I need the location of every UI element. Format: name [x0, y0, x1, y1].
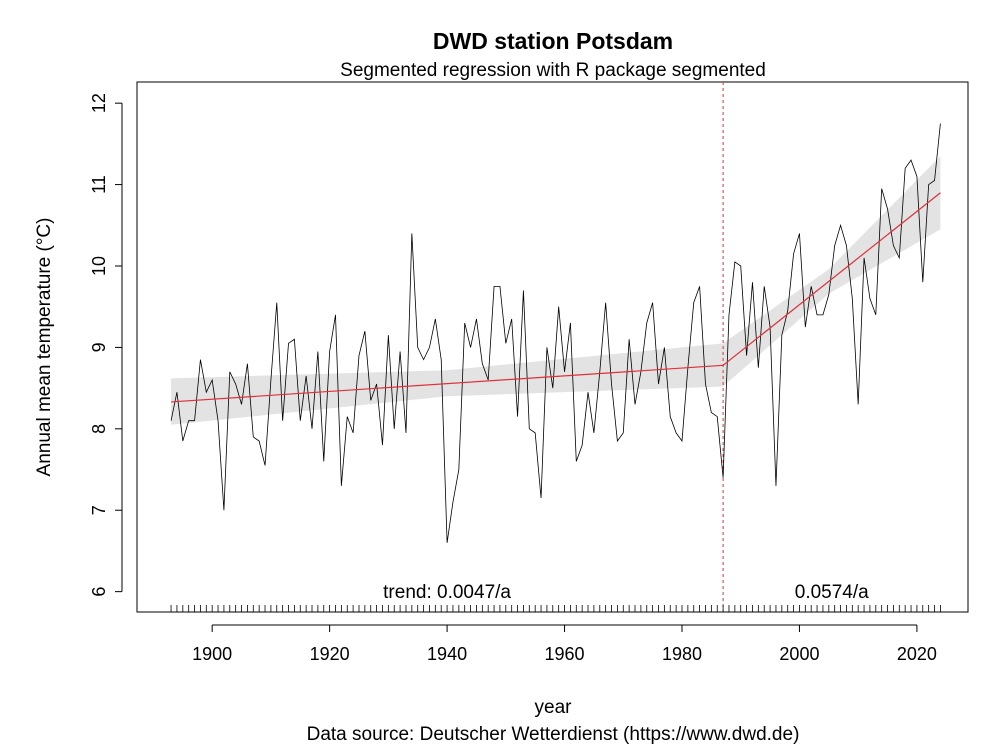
- y-tick-label: 12: [89, 93, 109, 113]
- confidence-band: [171, 156, 941, 425]
- x-axis-label: year: [535, 697, 573, 718]
- x-tick-label: 2020: [897, 644, 937, 664]
- fit-line: [171, 192, 941, 403]
- y-tick-label: 9: [89, 342, 109, 352]
- annotation: trend: 0.0047/a: [383, 582, 511, 603]
- chart-title: DWD station Potsdam: [433, 28, 673, 54]
- y-tick-label: 7: [89, 505, 109, 515]
- x-tick-label: 1960: [545, 644, 585, 664]
- x-tick-label: 1980: [662, 644, 702, 664]
- annotation: 0.0574/a: [795, 582, 869, 603]
- y-axis-label: Annual mean temperature (°C): [34, 218, 55, 477]
- plot-frame: [136, 81, 969, 613]
- y-tick-label: 10: [89, 256, 109, 276]
- x-tick-label: 1920: [310, 644, 350, 664]
- caption: Data source: Deutscher Wetterdienst (htt…: [307, 724, 800, 745]
- y-tick-label: 8: [89, 424, 109, 434]
- data-line: [170, 123, 941, 543]
- x-tick-label: 1900: [192, 644, 232, 664]
- x-tick-label: 2000: [779, 644, 819, 664]
- x-tick-label: 1940: [427, 644, 467, 664]
- y-tick-label: 11: [89, 175, 109, 194]
- y-tick-label: 6: [89, 587, 109, 597]
- chart-subtitle: Segmented regression with R package segm…: [340, 60, 766, 81]
